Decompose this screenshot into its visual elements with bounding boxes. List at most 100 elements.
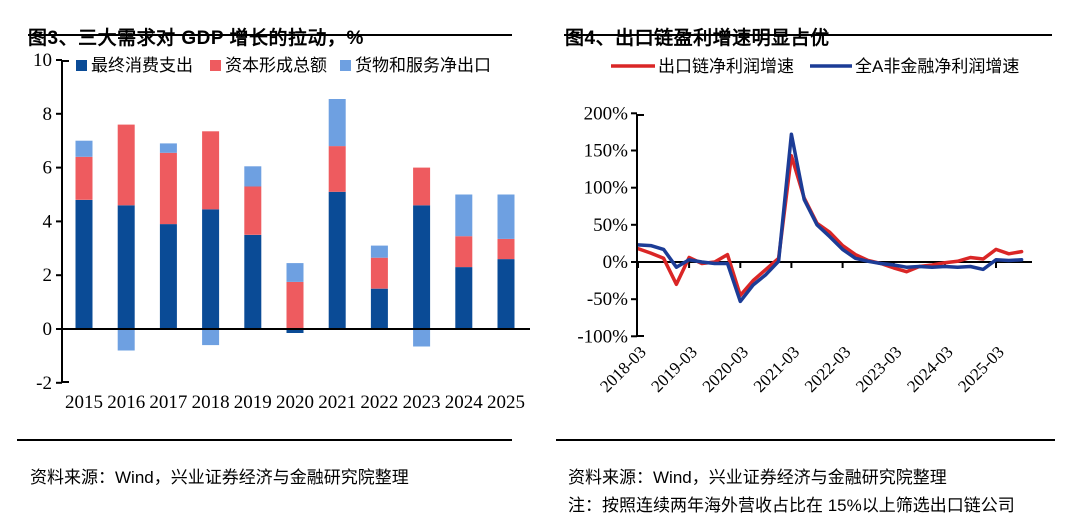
x-tick-label: 2025: [487, 392, 525, 413]
bar-segment: [370, 245, 388, 258]
line-series: [636, 132, 1024, 304]
y-tick-label: -100%: [577, 326, 628, 347]
figure4-title: 图4、出口链盈利增速明显占优: [565, 27, 830, 49]
y-tick-label: 4: [43, 211, 53, 232]
y-tick-label: 2: [43, 265, 53, 286]
bar-segment: [202, 209, 220, 329]
bar-segment: [244, 186, 262, 235]
bar-segment: [202, 329, 220, 346]
bar-segment: [497, 238, 515, 260]
bar-segment: [370, 288, 388, 329]
y-tick-label: 200%: [584, 103, 629, 124]
figure3-title: 图3、三大需求对 GDP 增长的拉动，%: [28, 27, 364, 49]
y-tick-label: 0: [43, 319, 53, 340]
figure3-footer-rule: [17, 439, 512, 441]
bar-segment: [244, 166, 262, 187]
bar-segment: [328, 191, 346, 329]
legend-label: 资本形成总额: [225, 56, 327, 75]
bar-segment: [286, 329, 304, 333]
bar-segment: [497, 194, 515, 239]
y-tick-label: 8: [43, 104, 53, 125]
bar-segment: [286, 263, 304, 282]
bar-segment: [117, 205, 135, 329]
bar-segment: [75, 199, 93, 329]
y-tick-label: 10: [33, 50, 52, 71]
figure4-footer-rule: [556, 439, 1055, 441]
x-tick-label: 2019-03: [647, 342, 701, 396]
x-tick-label: 2015: [65, 392, 103, 413]
legend-label: 最终消费支出: [91, 56, 193, 75]
bar-segment: [328, 99, 346, 147]
bar-segment: [159, 224, 177, 329]
legend-swatch: [76, 60, 87, 71]
x-tick-label: 2017: [149, 392, 187, 413]
series-line: [636, 153, 1024, 298]
legend: 最终消费支出 资本形成总额 货物和服务净出口: [76, 56, 491, 75]
bar-segment: [286, 281, 304, 329]
profit-growth-line-chart: 200% 150% 100% 50% 0% -50% -100% 2018-03 2019-03…: [540, 44, 1080, 416]
x-tick-label: 2024: [445, 392, 484, 413]
bar-segment: [497, 259, 515, 329]
series-line: [636, 132, 1024, 304]
bar-segment: [159, 143, 177, 153]
x-tick-label: 2019: [234, 392, 272, 413]
figure4-note: 注：按照连续两年海外营收占比在 15%以上筛选出口链公司: [568, 496, 1015, 513]
y-tick-label: -2: [36, 373, 52, 394]
bar-segment: [75, 140, 93, 157]
bar-segment: [117, 329, 135, 351]
x-tick-label: 2024-03: [903, 342, 957, 396]
bar-segment: [117, 124, 135, 206]
x-tick-label: 2018: [192, 392, 230, 413]
bar-segment: [455, 194, 473, 237]
legend-label: 出口链净利润增速: [658, 57, 794, 76]
legend-label: 全A非金融净利润增速: [855, 57, 1019, 76]
x-tick-label: 2018-03: [596, 342, 650, 396]
figure3-title-rule: [28, 34, 512, 36]
bar-segment: [413, 205, 431, 329]
legend: 出口链净利润增速 全A非金融净利润增速: [611, 57, 1019, 76]
x-tick-label: 2022-03: [801, 342, 855, 396]
bar-segment: [455, 236, 473, 268]
figure3-panel: 图3、三大需求对 GDP 增长的拉动，% 10 8 6 4 2 0 -2 2015 2016 20…: [0, 27, 540, 487]
y-tick-label: -50%: [587, 289, 628, 310]
x-tick-label: 2023: [403, 392, 441, 413]
x-axis-labels: 2015 2016 2017 2018 2019 2020 2021 2022 2023 2024…: [65, 392, 525, 413]
x-tick-label: 2021: [318, 392, 356, 413]
y-tick-label: 0%: [603, 252, 629, 273]
x-tick-label: 2016: [107, 392, 145, 413]
legend-swatch: [340, 60, 351, 71]
x-tick-label: 2025-03: [954, 342, 1008, 396]
y-axis: 200% 150% 100% 50% 0% -50% -100%: [577, 103, 637, 347]
x-axis-ticks: 2018-032019-032020-032021-032022-032023-…: [596, 262, 1008, 396]
y-tick-label: 150%: [584, 141, 629, 162]
bar-segment: [244, 234, 262, 329]
x-tick-label: 2023-03: [852, 342, 906, 396]
legend-swatch: [210, 60, 221, 71]
bar-series: [75, 99, 515, 351]
bar-segment: [413, 329, 431, 347]
bar-segment: [370, 257, 388, 289]
y-tick-label: 6: [43, 158, 53, 179]
bar-segment: [159, 152, 177, 225]
x-tick-label: 2020-03: [699, 342, 753, 396]
legend-label: 货物和服务净出口: [355, 56, 491, 75]
figure3-source: 资料来源：Wind，兴业证券经济与金融研究院整理: [30, 468, 409, 487]
y-axis-line: [636, 114, 644, 337]
y-tick-label: 100%: [584, 178, 629, 199]
y-tick-label: 50%: [593, 215, 628, 236]
bar-segment: [75, 156, 93, 200]
bar-segment: [413, 167, 431, 206]
x-tick-label: 2022: [360, 392, 398, 413]
figure4-panel: 图4、出口链盈利增速明显占优 200% 150% 100% 50% 0% -50% -100…: [540, 0, 1080, 513]
profit-growth-line-chart-svg: 200% 150% 100% 50% 0% -50% -100%2018-032019-03…: [577, 57, 1032, 396]
y-axis: 10 8 6 4 2 0 -2: [33, 50, 69, 394]
figure4-source: 资料来源：Wind，兴业证券经济与金融研究院整理: [568, 468, 947, 487]
x-tick-label: 2020: [276, 392, 314, 413]
figure4-title-rule: [564, 34, 1052, 36]
bar-segment: [202, 131, 220, 210]
x-tick-label: 2021-03: [750, 342, 804, 396]
gdp-stacked-bar-chart: 10 8 6 4 2 0 -2 2015 2016 2017 2018 2019 2020 2021 202…: [0, 44, 540, 416]
bar-segment: [455, 267, 473, 329]
